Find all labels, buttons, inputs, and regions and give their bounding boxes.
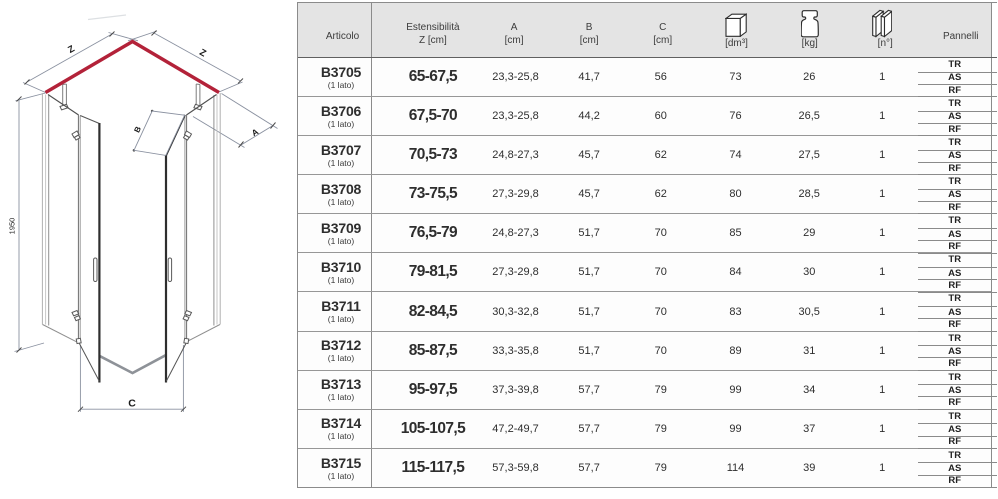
svg-text:Z: Z (197, 47, 208, 60)
svg-text:B: B (132, 125, 143, 134)
svg-text:C: C (128, 397, 136, 409)
svg-text:A: A (250, 126, 260, 138)
svg-text:1950: 1950 (8, 218, 17, 235)
svg-text:Z: Z (66, 43, 77, 56)
